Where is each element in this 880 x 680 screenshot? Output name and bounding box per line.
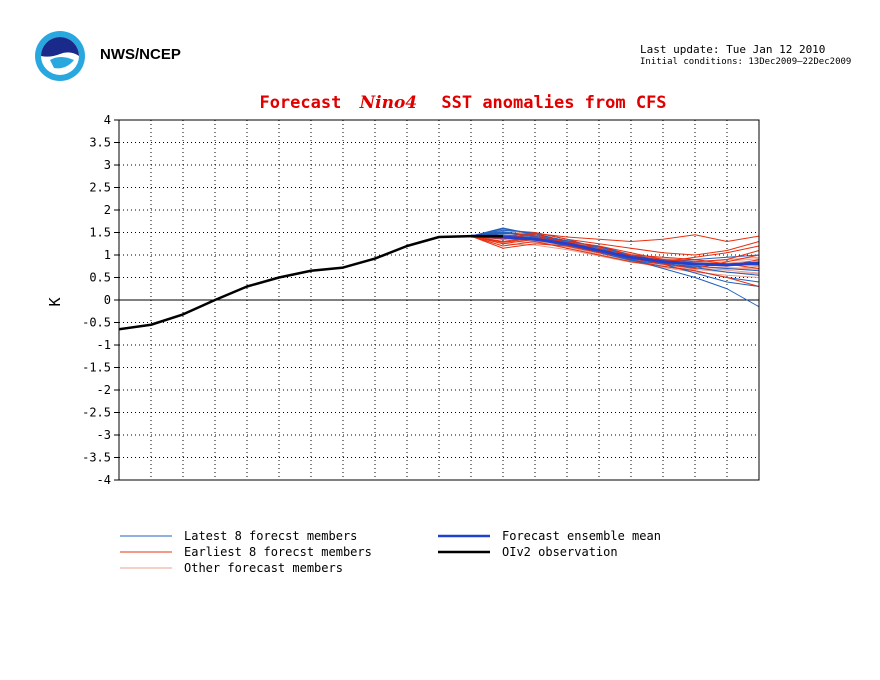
legend-label-observation: OIv2 observation — [502, 545, 618, 559]
y-tick-label: 3.5 — [89, 136, 111, 150]
y-tick-label: 1.5 — [89, 226, 111, 240]
y-tick-label: 2.5 — [89, 181, 111, 195]
chart-title-prefix: Forecast — [259, 93, 341, 113]
y-tick-label: -0.5 — [82, 316, 111, 330]
other-member-line — [470, 235, 760, 275]
legend-label-mean: Forecast ensemble mean — [502, 529, 661, 543]
earliest-member-line — [470, 234, 760, 263]
y-tick-label: 0.5 — [89, 271, 111, 285]
y-tick-label: 2 — [104, 203, 111, 217]
y-tick-label: -2.5 — [82, 406, 111, 420]
update-info: Last update: Tue Jan 12 2010 Initial con… — [640, 44, 851, 68]
y-tick-label: 4 — [104, 113, 111, 127]
observation-line — [118, 234, 503, 331]
chart-title: Forecast Nino4 SST anomalies from CFS — [259, 93, 666, 113]
legend: Latest 8 forecst members Earliest 8 forec… — [120, 529, 661, 575]
y-tick-label: -2 — [97, 383, 111, 397]
legend-label-earliest: Earliest 8 forecst members — [184, 545, 372, 559]
earliest-member-line — [470, 232, 760, 256]
series-group — [118, 227, 760, 331]
last-update-text: Last update: Tue Jan 12 2010 — [640, 43, 826, 56]
y-tick-label: 3 — [104, 158, 111, 172]
y-tick-label: -1 — [97, 338, 111, 352]
org-label: NWS/NCEP — [100, 46, 181, 63]
initial-conditions-text: Initial conditions: 13Dec2009–22Dec2009 — [640, 57, 852, 67]
earliest-member-line — [470, 235, 760, 287]
ensemble-mean-line — [470, 234, 760, 267]
legend-label-latest: Latest 8 forecst members — [184, 529, 357, 543]
chart-title-region: Nino4 — [359, 93, 418, 113]
chart-title-suffix: SST anomalies from CFS — [441, 93, 666, 113]
noaa-logo — [35, 31, 85, 81]
y-tick-label: -3.5 — [82, 451, 111, 465]
legend-label-other: Other forecast members — [184, 561, 343, 575]
plot-frame — [118, 119, 760, 481]
y-axis-label: K — [46, 297, 64, 306]
y-tick-label: -4 — [97, 473, 111, 487]
y-tick-label: 0 — [104, 293, 111, 307]
y-tick-label: -3 — [97, 428, 111, 442]
y-tick-label: 1 — [104, 248, 111, 262]
y-tick-label: -1.5 — [82, 361, 111, 375]
y-axis: -4 -3.5 -3 -2.5 -2 -1.5 -1 -0.5 0 0.5 1 1.5 2 2.5 3 3.5… — [82, 113, 119, 487]
